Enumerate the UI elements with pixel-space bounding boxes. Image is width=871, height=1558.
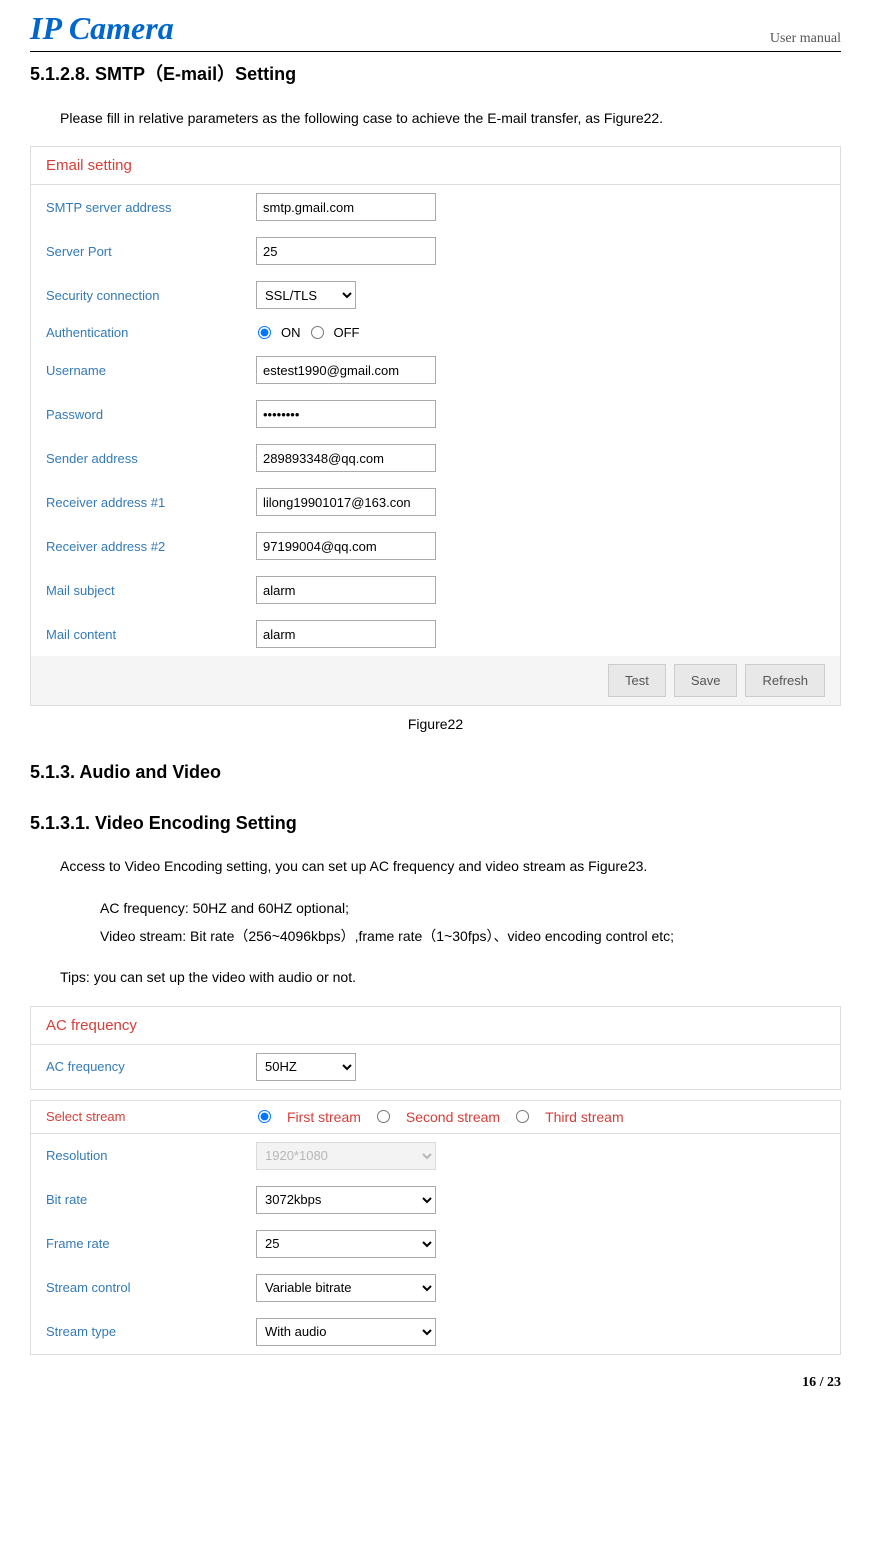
row-smtp-server: SMTP server address bbox=[31, 185, 840, 229]
label-second-stream: Second stream bbox=[406, 1109, 500, 1125]
label-security: Security connection bbox=[46, 288, 256, 303]
label-ac-freq: AC frequency bbox=[46, 1059, 256, 1074]
label-receiver1: Receiver address #1 bbox=[46, 495, 256, 510]
row-framerate: Frame rate 25 bbox=[31, 1222, 840, 1266]
row-receiver2: Receiver address #2 bbox=[31, 524, 840, 568]
radio-first-stream[interactable] bbox=[258, 1110, 271, 1123]
header-label: User manual bbox=[770, 31, 841, 47]
row-password: Password bbox=[31, 392, 840, 436]
row-username: Username bbox=[31, 348, 840, 392]
ac-panel-title: AC frequency bbox=[31, 1007, 840, 1045]
select-stream-type[interactable]: With audio bbox=[256, 1318, 436, 1346]
intro-text-video: Access to Video Encoding setting, you ca… bbox=[60, 854, 841, 879]
label-first-stream: First stream bbox=[287, 1109, 361, 1125]
input-sender[interactable] bbox=[256, 444, 436, 472]
section-heading-video-encoding: 5.1.3.1. Video Encoding Setting bbox=[30, 813, 841, 834]
label-auth-off: OFF bbox=[334, 325, 360, 340]
input-content[interactable] bbox=[256, 620, 436, 648]
email-panel-footer: Test Save Refresh bbox=[31, 656, 840, 705]
label-auth: Authentication bbox=[46, 325, 256, 340]
label-bitrate: Bit rate bbox=[46, 1192, 256, 1207]
row-content: Mail content bbox=[31, 612, 840, 656]
ac-frequency-panel: AC frequency AC frequency 50HZ bbox=[30, 1006, 841, 1090]
label-password: Password bbox=[46, 407, 256, 422]
input-subject[interactable] bbox=[256, 576, 436, 604]
radio-auth-on[interactable] bbox=[258, 326, 271, 339]
label-auth-on: ON bbox=[281, 325, 301, 340]
page-header: IP Camera User manual bbox=[30, 10, 841, 52]
radio-group-auth: ON OFF bbox=[256, 325, 360, 340]
row-security: Security connection SSL/TLS bbox=[31, 273, 840, 317]
tips-text: Tips: you can set up the video with audi… bbox=[60, 965, 841, 990]
label-third-stream: Third stream bbox=[545, 1109, 624, 1125]
test-button[interactable]: Test bbox=[608, 664, 666, 697]
row-receiver1: Receiver address #1 bbox=[31, 480, 840, 524]
row-bitrate: Bit rate 3072kbps bbox=[31, 1178, 840, 1222]
select-ac-freq[interactable]: 50HZ bbox=[256, 1053, 356, 1081]
input-receiver2[interactable] bbox=[256, 532, 436, 560]
label-sender: Sender address bbox=[46, 451, 256, 466]
input-password[interactable] bbox=[256, 400, 436, 428]
row-auth: Authentication ON OFF bbox=[31, 317, 840, 348]
stream-radio-group: First stream Second stream Third stream bbox=[256, 1109, 630, 1125]
label-stream-control: Stream control bbox=[46, 1280, 256, 1295]
email-settings-panel: Email setting SMTP server address Server… bbox=[30, 146, 841, 706]
stream-panel-title: Select stream bbox=[46, 1109, 256, 1124]
row-subject: Mail subject bbox=[31, 568, 840, 612]
radio-third-stream[interactable] bbox=[516, 1110, 529, 1123]
row-stream-control: Stream control Variable bitrate bbox=[31, 1266, 840, 1310]
label-receiver2: Receiver address #2 bbox=[46, 539, 256, 554]
input-server-port[interactable] bbox=[256, 237, 436, 265]
figure22-caption: Figure22 bbox=[30, 716, 841, 732]
row-stream-type: Stream type With audio bbox=[31, 1310, 840, 1354]
input-receiver1[interactable] bbox=[256, 488, 436, 516]
label-smtp-server: SMTP server address bbox=[46, 200, 256, 215]
input-smtp-server[interactable] bbox=[256, 193, 436, 221]
section-heading-audio-video: 5.1.3. Audio and Video bbox=[30, 762, 841, 783]
logo: IP Camera bbox=[30, 10, 174, 47]
label-subject: Mail subject bbox=[46, 583, 256, 598]
line-ac-freq: AC frequency: 50HZ and 60HZ optional; bbox=[100, 894, 841, 922]
label-content: Mail content bbox=[46, 627, 256, 642]
line-video-stream: Video stream: Bit rate（256~4096kbps）,fra… bbox=[100, 922, 841, 950]
label-server-port: Server Port bbox=[46, 244, 256, 259]
select-stream-panel: Select stream First stream Second stream… bbox=[30, 1100, 841, 1355]
row-server-port: Server Port bbox=[31, 229, 840, 273]
select-stream-control[interactable]: Variable bitrate bbox=[256, 1274, 436, 1302]
label-username: Username bbox=[46, 363, 256, 378]
row-sender: Sender address bbox=[31, 436, 840, 480]
input-username[interactable] bbox=[256, 356, 436, 384]
row-ac-freq: AC frequency 50HZ bbox=[31, 1045, 840, 1089]
intro-text-smtp: Please fill in relative parameters as th… bbox=[60, 106, 841, 131]
radio-auth-off[interactable] bbox=[311, 326, 324, 339]
radio-second-stream[interactable] bbox=[377, 1110, 390, 1123]
refresh-button[interactable]: Refresh bbox=[745, 664, 825, 697]
page-number: 16 / 23 bbox=[30, 1375, 841, 1391]
label-resolution: Resolution bbox=[46, 1148, 256, 1163]
label-framerate: Frame rate bbox=[46, 1236, 256, 1251]
row-select-stream: Select stream First stream Second stream… bbox=[31, 1101, 840, 1134]
row-resolution: Resolution 1920*1080 bbox=[31, 1134, 840, 1178]
select-bitrate[interactable]: 3072kbps bbox=[256, 1186, 436, 1214]
label-stream-type: Stream type bbox=[46, 1324, 256, 1339]
email-panel-title: Email setting bbox=[31, 147, 840, 185]
select-resolution: 1920*1080 bbox=[256, 1142, 436, 1170]
select-security[interactable]: SSL/TLS bbox=[256, 281, 356, 309]
save-button[interactable]: Save bbox=[674, 664, 738, 697]
section-heading-smtp: 5.1.2.8. SMTP（E-mail）Setting bbox=[30, 60, 841, 86]
select-framerate[interactable]: 25 bbox=[256, 1230, 436, 1258]
